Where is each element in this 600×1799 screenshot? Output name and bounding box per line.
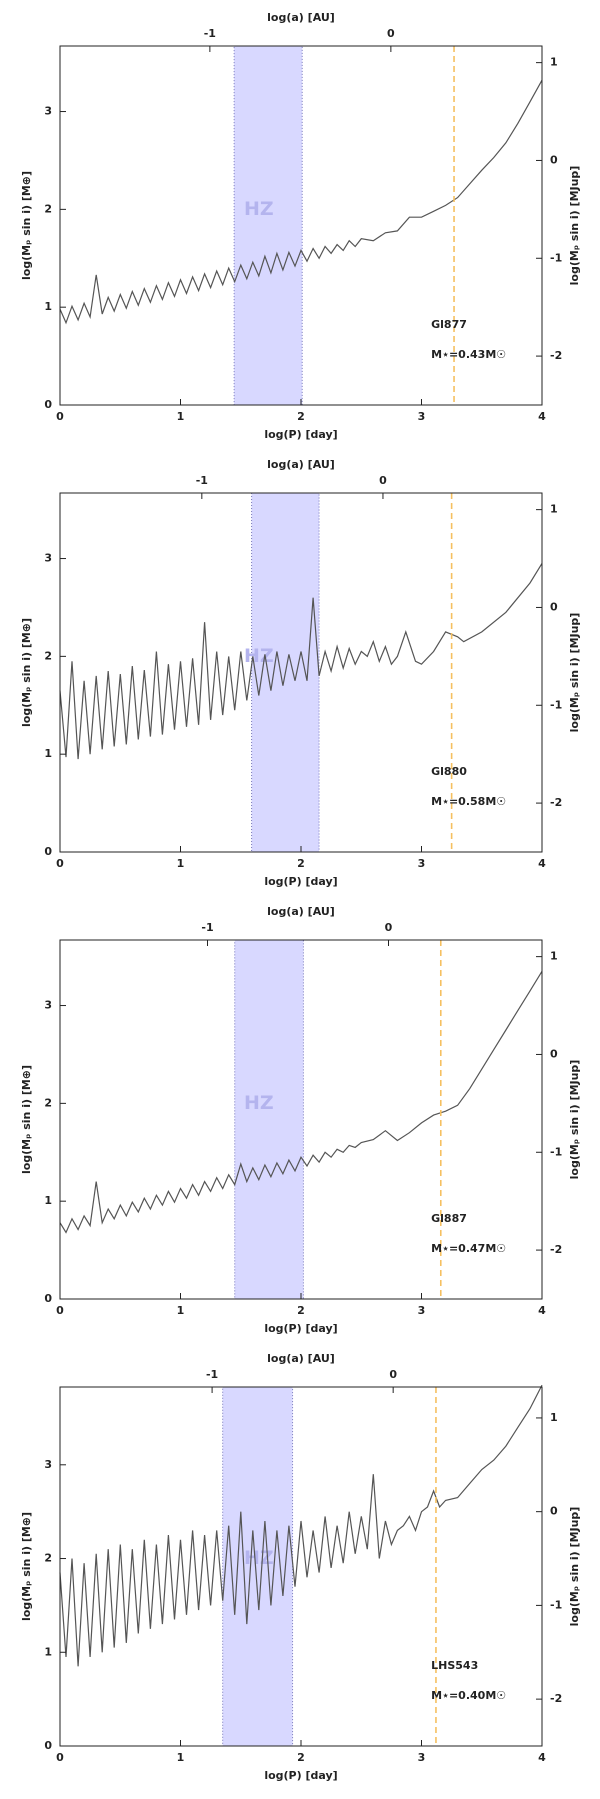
- hz-label: HZ: [244, 1092, 274, 1114]
- y2-tick-label: -1: [550, 1145, 562, 1158]
- x-tick-label: 2: [297, 857, 305, 870]
- x-axis-label: log(P) [day]: [264, 428, 337, 441]
- x-tick-label: 3: [418, 1304, 426, 1317]
- x2-tick-label: 0: [387, 27, 395, 40]
- x2-tick-label: -1: [201, 921, 213, 934]
- hz-label: HZ: [244, 645, 274, 667]
- limit-curve: [59, 563, 543, 760]
- x2-axis-label: log(a) [AU]: [267, 11, 335, 24]
- x-tick-label: 3: [418, 410, 426, 423]
- x2-axis-label: log(a) [AU]: [267, 905, 335, 918]
- hz-label: HZ: [244, 1547, 274, 1569]
- y2-tick-label: -2: [550, 349, 562, 362]
- hz-band: [222, 1386, 294, 1747]
- limit-curve: [59, 1384, 543, 1667]
- y-tick-label: 1: [44, 747, 52, 760]
- x-tick-label: 4: [538, 1751, 546, 1764]
- x2-tick-label: 0: [379, 474, 387, 487]
- y-axis-label: log(Mₚ sin i) [M⊕]: [20, 618, 33, 727]
- x-tick-label: 0: [56, 410, 64, 423]
- x-tick-label: 0: [56, 857, 64, 870]
- y2-tick-label: 0: [550, 153, 558, 166]
- y2-axis-label: log(Mₚ sin i) [MJup]: [568, 1507, 581, 1627]
- x2-tick-label: 0: [385, 921, 393, 934]
- x-tick-label: 2: [297, 1304, 305, 1317]
- y2-tick-label: -2: [550, 796, 562, 809]
- hz-label: HZ: [244, 198, 274, 220]
- y-tick-label: 1: [44, 300, 52, 313]
- y-tick-label: 2: [44, 202, 52, 215]
- y-tick-label: 1: [44, 1645, 52, 1658]
- y2-tick-label: -1: [550, 251, 562, 264]
- x-tick-label: 0: [56, 1304, 64, 1317]
- x-tick-label: 4: [538, 857, 546, 870]
- y-tick-label: 0: [44, 1292, 52, 1305]
- x2-tick-label: 0: [389, 1368, 397, 1381]
- x-tick-label: 4: [538, 1304, 546, 1317]
- y2-tick-label: 1: [550, 1411, 558, 1424]
- y-axis-label: log(Mₚ sin i) [M⊕]: [20, 1065, 33, 1174]
- y2-tick-label: 0: [550, 1505, 558, 1518]
- x-tick-label: 2: [297, 410, 305, 423]
- hz-band: [234, 939, 304, 1300]
- star-mass: M⋆=0.47M☉: [431, 1242, 506, 1255]
- limit-curve: [59, 79, 543, 325]
- y2-tick-label: -1: [550, 1598, 562, 1611]
- y-tick-label: 2: [44, 1096, 52, 1109]
- x-axis-label: log(P) [day]: [264, 1322, 337, 1335]
- x-axis-label: log(P) [day]: [264, 1769, 337, 1782]
- star-name: Gl880: [431, 765, 467, 778]
- x-tick-label: 1: [177, 410, 185, 423]
- x-tick-label: 1: [177, 857, 185, 870]
- y-tick-label: 3: [44, 1458, 52, 1471]
- x2-tick-label: -1: [196, 474, 208, 487]
- y-axis-label: log(Mₚ sin i) [M⊕]: [20, 1512, 33, 1621]
- star-name: Gl887: [431, 1212, 467, 1225]
- x-axis-label: log(P) [day]: [264, 875, 337, 888]
- y-tick-label: 1: [44, 1194, 52, 1207]
- y-tick-label: 3: [44, 999, 52, 1012]
- x-tick-label: 1: [177, 1751, 185, 1764]
- star-mass: M⋆=0.58M☉: [431, 795, 506, 808]
- x-tick-label: 1: [177, 1304, 185, 1317]
- x-tick-label: 3: [418, 857, 426, 870]
- y-tick-label: 2: [44, 649, 52, 662]
- x2-tick-label: -1: [206, 1368, 218, 1381]
- y2-axis-label: log(Mₚ sin i) [MJup]: [568, 166, 581, 286]
- y-axis-label: log(Mₚ sin i) [M⊕]: [20, 171, 33, 280]
- y2-tick-label: -2: [550, 1243, 562, 1256]
- y-tick-label: 3: [44, 105, 52, 118]
- y2-axis-label: log(Mₚ sin i) [MJup]: [568, 1060, 581, 1180]
- y-tick-label: 3: [44, 552, 52, 565]
- y2-tick-label: 0: [550, 600, 558, 613]
- y2-tick-label: -1: [550, 698, 562, 711]
- x2-axis-label: log(a) [AU]: [267, 458, 335, 471]
- x-tick-label: 3: [418, 1751, 426, 1764]
- y-tick-label: 2: [44, 1552, 52, 1565]
- y2-tick-label: 1: [550, 950, 558, 963]
- y-tick-label: 0: [44, 398, 52, 411]
- x2-tick-label: -1: [204, 27, 216, 40]
- y2-tick-label: 0: [550, 1047, 558, 1060]
- y2-axis-label: log(Mₚ sin i) [MJup]: [568, 613, 581, 733]
- star-mass: M⋆=0.40M☉: [431, 1689, 506, 1702]
- star-name: Gl877: [431, 318, 467, 331]
- star-mass: M⋆=0.43M☉: [431, 348, 506, 361]
- x-tick-label: 2: [297, 1751, 305, 1764]
- x2-axis-label: log(a) [AU]: [267, 1352, 335, 1365]
- star-name: LHS543: [431, 1659, 478, 1672]
- y-tick-label: 0: [44, 845, 52, 858]
- y2-tick-label: -2: [550, 1692, 562, 1705]
- x-tick-label: 0: [56, 1751, 64, 1764]
- limit-curve: [59, 970, 543, 1234]
- y2-tick-label: 1: [550, 56, 558, 69]
- hz-band: [233, 45, 303, 406]
- y-tick-label: 0: [44, 1739, 52, 1752]
- x-tick-label: 4: [538, 410, 546, 423]
- y2-tick-label: 1: [550, 503, 558, 516]
